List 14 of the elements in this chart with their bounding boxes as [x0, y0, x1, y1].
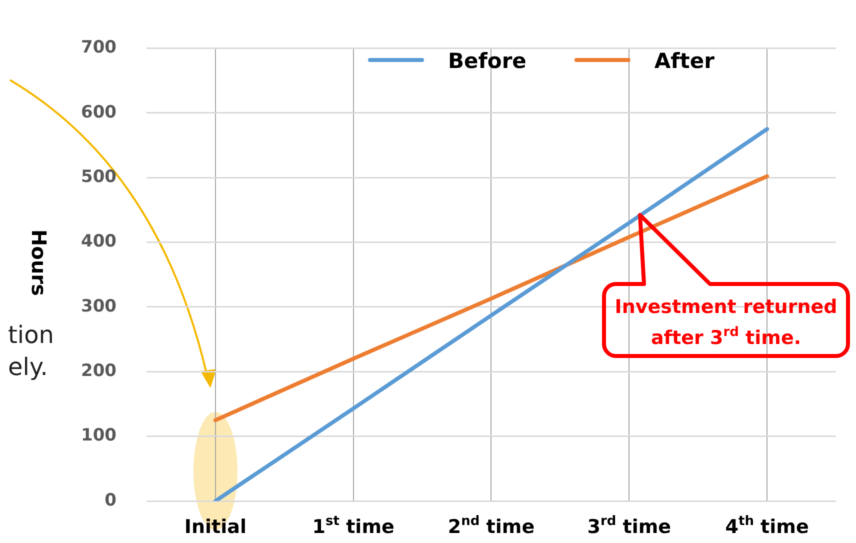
y-tick-label: 300: [80, 296, 117, 316]
text: ely.: [8, 353, 48, 381]
y-tick-label: 100: [80, 426, 117, 446]
y-tick-label: 700: [80, 38, 117, 58]
legend-label: Before: [448, 49, 526, 73]
legend-label: After: [654, 49, 716, 73]
y-axis-title: Hours: [27, 229, 51, 296]
y-tick-label: 0: [104, 490, 117, 510]
y-tick-label: 500: [80, 166, 117, 187]
text: tion: [8, 321, 54, 349]
y-tick-label: 200: [80, 361, 117, 382]
x-tick-label: Initial: [184, 516, 246, 538]
y-tick-label: 400: [80, 232, 117, 252]
y-tick-label: 600: [80, 102, 117, 122]
